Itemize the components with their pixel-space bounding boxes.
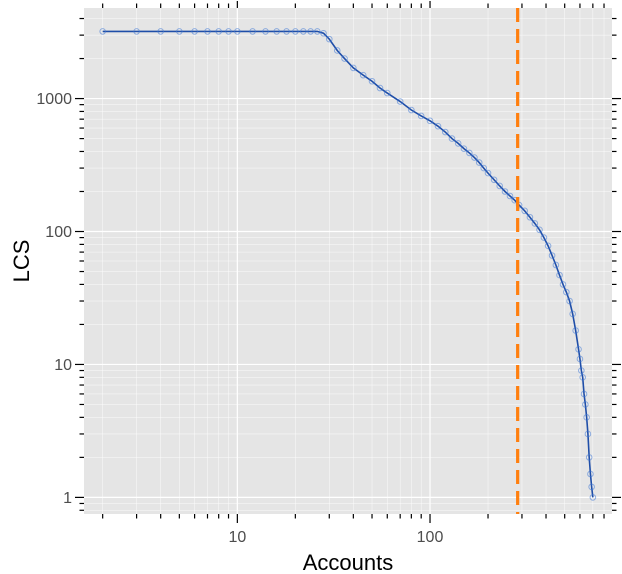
data-point	[587, 470, 594, 478]
data-point	[417, 112, 425, 120]
data-point	[583, 414, 590, 421]
data-point	[501, 188, 509, 195]
data-point	[559, 281, 567, 288]
x-tick-label: 10	[228, 529, 246, 546]
data-point	[434, 122, 442, 130]
data-point	[408, 106, 415, 114]
data-point	[582, 401, 589, 408]
data-point	[566, 297, 573, 305]
data-point	[484, 169, 492, 177]
data-point	[454, 140, 462, 147]
data-point	[540, 234, 548, 241]
data-point	[575, 346, 582, 353]
data-point	[204, 28, 211, 35]
data-point	[585, 454, 593, 461]
data-point	[496, 182, 504, 190]
data-point	[536, 226, 543, 234]
y-tick-label: 100	[45, 224, 72, 241]
data-point	[588, 483, 595, 491]
data-point	[563, 288, 570, 296]
data-point	[521, 207, 528, 215]
data-point	[526, 213, 534, 221]
data-point	[396, 98, 404, 105]
y-tick-label: 1000	[36, 91, 72, 108]
grid-minor	[84, 8, 612, 514]
data-point	[368, 77, 376, 85]
data-point	[341, 55, 348, 62]
data-point	[426, 117, 434, 125]
data-point	[544, 242, 552, 250]
data-point	[292, 28, 299, 35]
y-tick-label: 1	[63, 490, 72, 507]
data-point	[157, 28, 164, 35]
data-point	[584, 430, 592, 438]
data-point	[225, 28, 232, 35]
data-point	[283, 28, 290, 35]
data-point	[234, 28, 241, 35]
data-point	[572, 327, 579, 334]
data-point	[480, 164, 488, 172]
y-axis-title: LCS	[9, 240, 34, 283]
data-point	[578, 367, 585, 374]
data-point	[376, 84, 384, 92]
data-point	[506, 192, 514, 200]
data-point	[320, 29, 327, 37]
data-point	[215, 28, 222, 35]
data-point	[460, 145, 468, 152]
data-point	[531, 220, 539, 227]
data-point	[448, 135, 456, 142]
data-point	[359, 71, 367, 79]
data-point	[133, 28, 140, 35]
data-point	[99, 28, 106, 35]
data-point	[300, 28, 307, 35]
data-point	[441, 128, 449, 136]
data-point	[589, 494, 597, 501]
tick-labels: 10 100 1 10 100 1000	[36, 91, 443, 546]
data-point	[490, 176, 498, 184]
data-point	[314, 28, 321, 35]
data-point	[262, 28, 269, 35]
data-point	[548, 252, 556, 259]
data-point	[333, 47, 341, 54]
data-point	[580, 390, 588, 398]
data-point	[383, 89, 391, 97]
data-point	[273, 28, 280, 35]
grid-major	[84, 8, 612, 514]
data-point	[556, 271, 563, 279]
data-point	[471, 154, 478, 161]
y-tick-label: 10	[54, 357, 72, 374]
x-axis-title: Accounts	[303, 550, 394, 574]
data-point	[176, 28, 183, 35]
data-point	[307, 28, 314, 35]
data-point	[466, 149, 473, 157]
data-point	[579, 374, 586, 381]
data-point	[249, 28, 256, 35]
axis-ticks	[75, 1, 621, 523]
data-point	[552, 261, 560, 269]
data-point	[475, 159, 483, 166]
data-point	[576, 355, 584, 363]
data-point	[325, 35, 333, 43]
data-point	[191, 28, 198, 35]
x-tick-label: 100	[417, 529, 444, 546]
data-point	[569, 310, 576, 318]
data-point	[350, 64, 357, 72]
